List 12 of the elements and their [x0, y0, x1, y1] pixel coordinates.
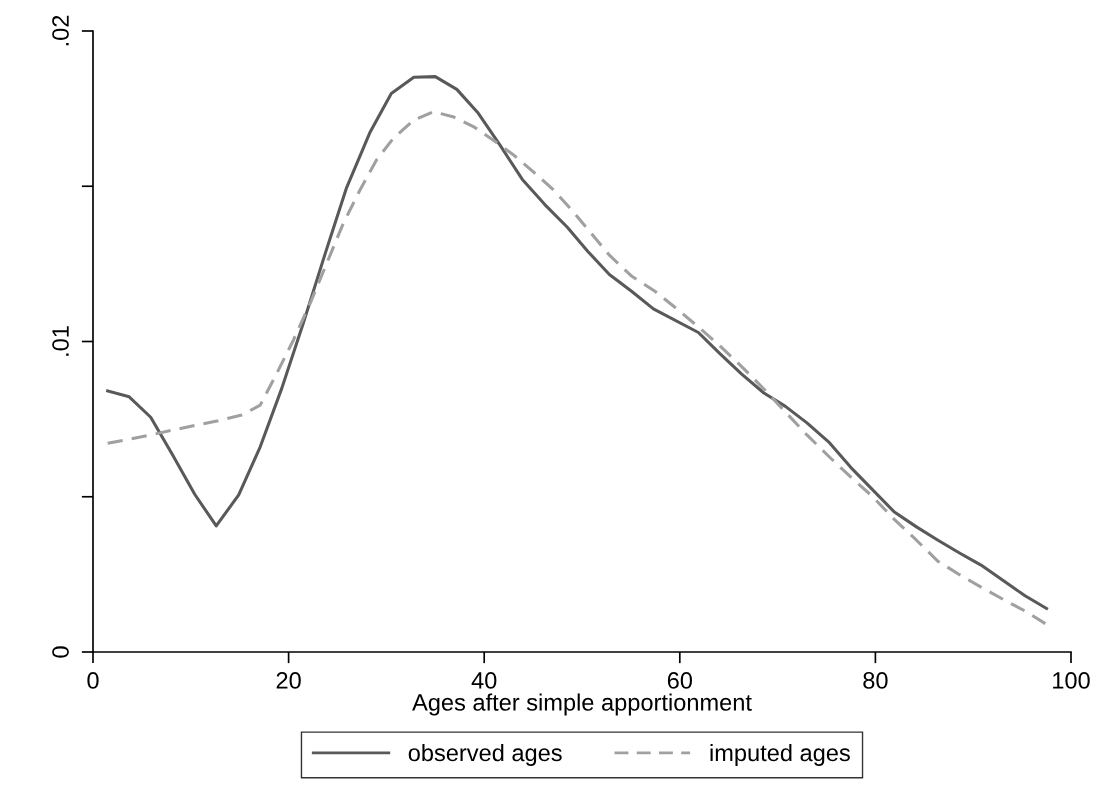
y-tick-label: .02: [52, 15, 69, 46]
y-tick-label: 0: [52, 646, 69, 658]
legend-label: observed ages: [408, 743, 562, 766]
x-tick-label: 40: [471, 672, 497, 689]
x-tick-label: 0: [87, 672, 99, 689]
x-tick-label: 20: [276, 672, 301, 689]
legend-label: imputed ages: [710, 743, 850, 766]
x-tick-label: 80: [863, 672, 888, 689]
x-axis-title: Ages after simple apportionment: [412, 693, 752, 716]
x-tick-label: 100: [1053, 672, 1090, 689]
x-tick-label: 60: [667, 672, 693, 689]
y-tick-label: .01: [52, 326, 69, 356]
